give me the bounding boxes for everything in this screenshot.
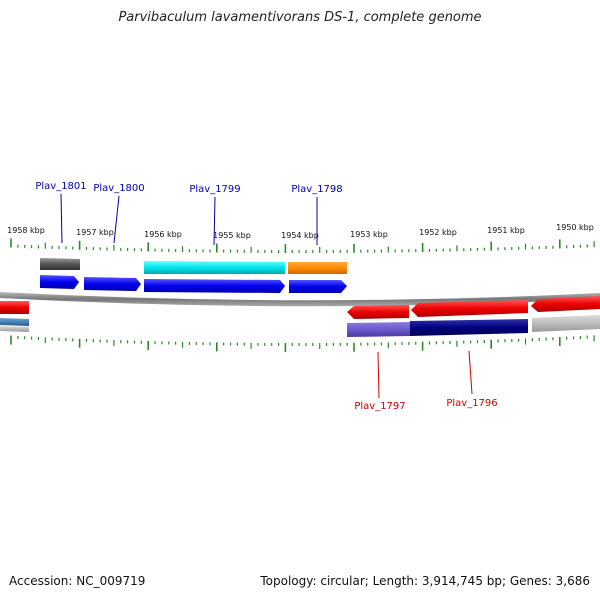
- cds-arrow-left-edge[interactable]: [0, 301, 29, 314]
- cyan-feature[interactable]: [144, 261, 285, 274]
- gene-label-plav-1799[interactable]: Plav_1799: [189, 184, 240, 195]
- scale-labels: 1958 kbp 1957 kbp 1956 kbp 1955 kbp 1954…: [7, 223, 594, 240]
- orange-feature[interactable]: [288, 262, 347, 274]
- cds-arrow-plav-1800[interactable]: [84, 277, 141, 291]
- cds-arrow-plav-1799[interactable]: [144, 279, 285, 293]
- gene-label-plav-1796[interactable]: Plav_1796: [446, 398, 497, 409]
- leader-line-plav-1801: [60, 193, 63, 244]
- leader-line-plav-1799: [213, 196, 216, 246]
- tick-label-1958: 1958 kbp: [7, 226, 45, 235]
- tick-label-1951: 1951 kbp: [487, 226, 525, 235]
- cds-arrow-right-edge[interactable]: [531, 296, 600, 312]
- cds-arrow-plav-1796[interactable]: [411, 300, 528, 317]
- lower-tick-row: [10, 335, 595, 352]
- light-feature-left[interactable]: [0, 326, 29, 332]
- forward-cds-track: [40, 275, 347, 293]
- gene-label-plav-1801[interactable]: Plav_1801: [35, 181, 86, 192]
- genome-summary: Topology: circular; Length: 3,914,745 bp…: [260, 574, 590, 588]
- navy-feature[interactable]: [410, 319, 528, 336]
- steel-feature-left[interactable]: [0, 318, 29, 326]
- reverse-gene-labels: Plav_1797 Plav_1796: [354, 350, 498, 412]
- map-title: Parvibaculum lavamentivorans DS-1, compl…: [118, 10, 482, 25]
- accession-label: Accession: NC_009719: [9, 574, 146, 588]
- forward-gene-labels: Plav_1801 Plav_1800 Plav_1799 Plav_1798: [35, 181, 343, 246]
- tick-label-1952: 1952 kbp: [419, 228, 457, 237]
- cds-arrow-plav-1797[interactable]: [347, 305, 409, 319]
- tick-label-1950: 1950 kbp: [556, 223, 594, 232]
- leader-line-plav-1800: [113, 195, 120, 244]
- tick-label-1955: 1955 kbp: [213, 231, 251, 240]
- tick-label-1953: 1953 kbp: [350, 230, 388, 239]
- gray-feature[interactable]: [40, 258, 80, 270]
- leader-line-plav-1797: [377, 351, 380, 399]
- gene-label-plav-1798[interactable]: Plav_1798: [291, 184, 342, 195]
- gene-label-plav-1797[interactable]: Plav_1797: [354, 401, 405, 412]
- tick-label-1957: 1957 kbp: [76, 228, 114, 237]
- cds-arrow-plav-1801[interactable]: [40, 275, 79, 289]
- inner-feature-track: [0, 315, 600, 337]
- light-feature-right[interactable]: [532, 315, 600, 332]
- slate-feature[interactable]: [347, 322, 410, 337]
- cds-arrow-plav-1798[interactable]: [289, 280, 347, 293]
- gene-label-plav-1800[interactable]: Plav_1800: [93, 183, 144, 194]
- upper-tick-row: [10, 238, 595, 253]
- leader-line-plav-1796: [468, 350, 473, 395]
- reverse-cds-track: [0, 296, 600, 319]
- tick-label-1954: 1954 kbp: [281, 231, 319, 240]
- outer-feature-track: [40, 258, 347, 274]
- tick-label-1956: 1956 kbp: [144, 230, 182, 239]
